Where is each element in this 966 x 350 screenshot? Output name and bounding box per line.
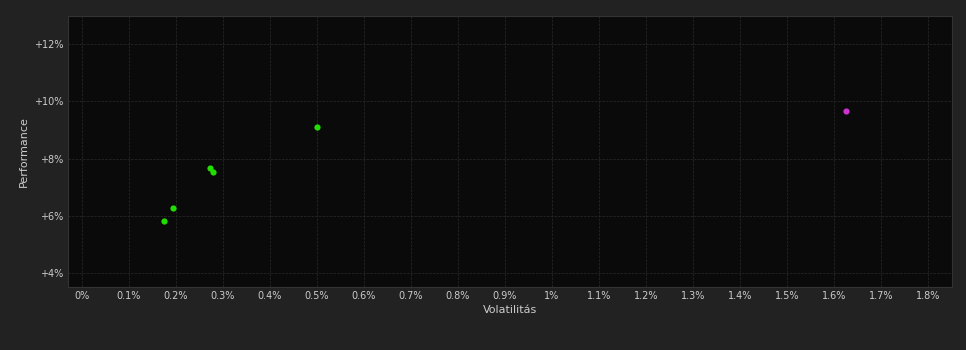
Point [202,165,217,170]
Point [309,124,325,130]
Point [838,108,853,113]
X-axis label: Volatilitás: Volatilitás [482,305,537,315]
Point [206,169,221,175]
Y-axis label: Performance: Performance [18,116,28,187]
Point [156,218,172,224]
Point [166,205,182,210]
